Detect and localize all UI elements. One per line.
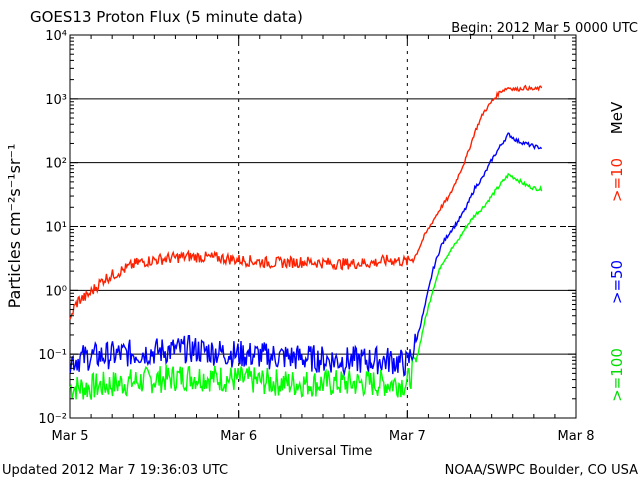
- updated-time: Updated 2012 Mar 7 19:36:03 UTC: [2, 463, 228, 478]
- y-tick-label: 10³: [45, 93, 67, 108]
- chart-title: GOES13 Proton Flux (5 minute data): [30, 8, 303, 26]
- y-tick-label: 10⁻²: [38, 412, 67, 427]
- x-tick-label: Mar 6: [220, 429, 257, 444]
- series-line-50mev: [69, 132, 543, 377]
- series-line-10mev: [69, 84, 543, 320]
- x-tick-label: Mar 7: [389, 429, 426, 444]
- legend-label-10mev: >=10: [608, 158, 626, 202]
- x-axis-label: Universal Time: [276, 444, 373, 459]
- legend: MeV >=10 >=50 >=100: [608, 101, 626, 402]
- legend-label-100mev: >=100: [608, 348, 626, 402]
- grid: [70, 35, 576, 418]
- y-axis-ticks: 10⁻² 10⁻¹ 10⁰ 10¹ 10² 10³ 10⁴: [38, 29, 576, 427]
- legend-unit: MeV: [608, 101, 626, 134]
- y-tick-label: 10¹: [45, 221, 67, 236]
- series-line-100mev: [69, 172, 543, 400]
- y-tick-label: 10⁴: [45, 29, 67, 44]
- y-tick-label: 10⁰: [45, 284, 67, 299]
- x-tick-label: Mar 8: [558, 429, 595, 444]
- x-axis-ticks: Mar 5 Mar 6 Mar 7 Mar 8: [52, 35, 595, 444]
- legend-label-50mev: >=50: [608, 260, 626, 304]
- x-tick-label: Mar 5: [52, 429, 89, 444]
- y-tick-label: 10²: [45, 157, 67, 172]
- series-group: [69, 84, 543, 400]
- data-source: NOAA/SWPC Boulder, CO USA: [445, 463, 638, 478]
- begin-time: Begin: 2012 Mar 5 0000 UTC: [451, 21, 638, 36]
- y-axis-label: Particles cm⁻²s⁻¹sr⁻¹: [5, 144, 24, 309]
- y-tick-label: 10⁻¹: [38, 348, 67, 363]
